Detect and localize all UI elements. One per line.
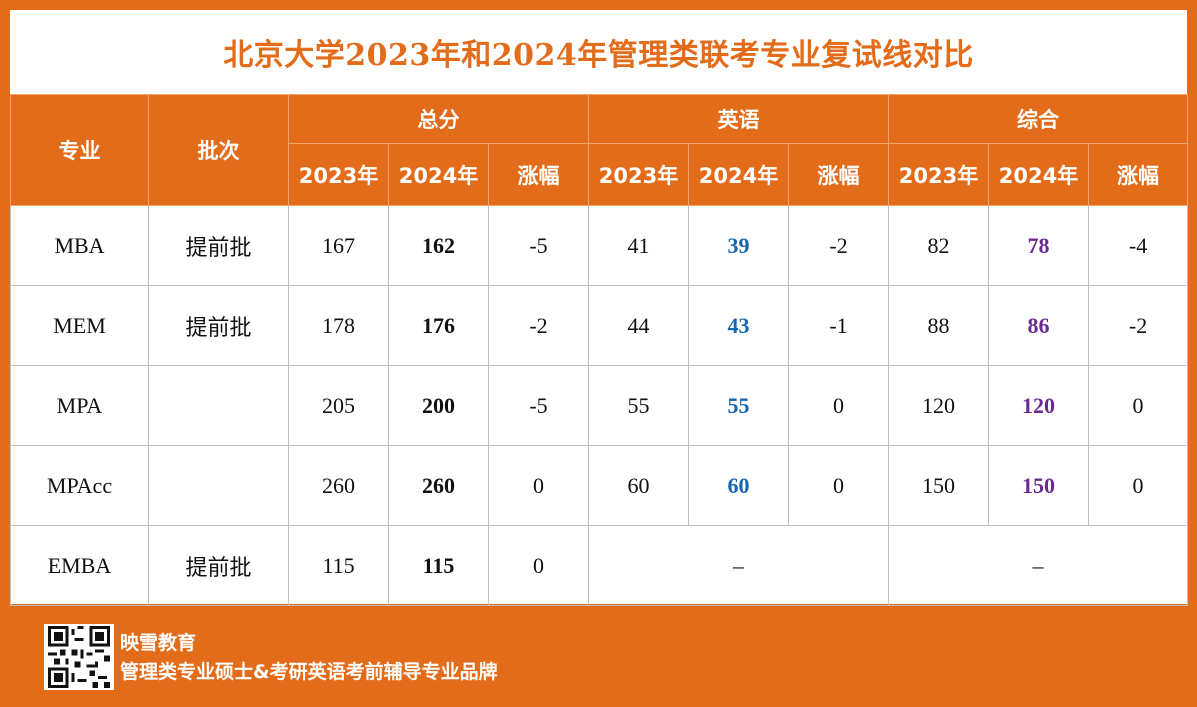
- cell-batch: [148, 365, 289, 446]
- cell-comprehensive-2024: 86: [988, 285, 1090, 366]
- header-comprehensive-change: 涨幅: [1088, 143, 1189, 206]
- cell-total-2024: 176: [388, 285, 489, 366]
- header-comprehensive-2023: 2023年: [888, 143, 990, 206]
- cell-total-2023: 205: [288, 365, 389, 446]
- page-title: 北京大学2023年和2024年管理类联考专业复试线对比: [223, 38, 974, 73]
- cell-english-2023: 55: [588, 365, 690, 446]
- cell-total-2023: 178: [288, 285, 389, 366]
- cell-comprehensive-2024: 120: [988, 365, 1090, 446]
- header-total-2024: 2024年: [388, 143, 489, 206]
- cell-comprehensive-change: 0: [1088, 365, 1189, 446]
- brand-slogan: 管理类专业硕士&考研英语考前辅导专业品牌: [120, 661, 498, 683]
- cell-total-change: 0: [487, 445, 590, 526]
- cell-comprehensive-change: 0: [1088, 445, 1189, 526]
- cell-total-2023: 260: [288, 445, 389, 526]
- cell-english-2024: 43: [688, 285, 790, 366]
- cell-english-2024: 39: [688, 205, 790, 286]
- cell-batch: 提前批: [148, 205, 289, 286]
- cell-english-change: -2: [788, 205, 890, 286]
- table-row: EMBA 提前批 115 115 0 – –: [10, 525, 1189, 606]
- header-comprehensive-2024: 2024年: [988, 143, 1090, 206]
- cell-comprehensive-2024: 78: [988, 205, 1090, 286]
- cell-english-2023: 41: [588, 205, 690, 286]
- cell-major: EMBA: [10, 525, 149, 606]
- header-total-2023: 2023年: [288, 143, 389, 206]
- cell-english-change: 0: [788, 445, 890, 526]
- header-total-change: 涨幅: [487, 143, 590, 206]
- score-table: 专业 批次 总分 英语 综合 2023年 2024年 涨幅 2023年 2024…: [10, 94, 1189, 606]
- header-english-2024: 2024年: [688, 143, 790, 206]
- cell-total-2024: 200: [388, 365, 489, 446]
- cell-total-change: -5: [487, 365, 590, 446]
- cell-total-2023: 115: [288, 525, 389, 606]
- table-row: MEM 提前批 178 176 -2 44 43 -1 88 86 -2: [10, 285, 1189, 366]
- table-row: MPA 205 200 -5 55 55 0 120 120 0: [10, 365, 1189, 446]
- cell-major: MEM: [10, 285, 149, 366]
- header-english-2023: 2023年: [588, 143, 690, 206]
- cell-comprehensive-change: -4: [1088, 205, 1189, 286]
- brand-name: 映雪教育: [120, 632, 197, 654]
- header-english-change: 涨幅: [788, 143, 890, 206]
- cell-total-2023: 167: [288, 205, 389, 286]
- cell-total-2024: 162: [388, 205, 489, 286]
- cell-major: MPAcc: [10, 445, 149, 526]
- cell-batch: 提前批: [148, 285, 289, 366]
- header-comprehensive: 综合: [888, 94, 1189, 144]
- header-major: 专业: [10, 94, 149, 206]
- cell-english-2023: 60: [588, 445, 690, 526]
- cell-comprehensive-2023: 82: [888, 205, 990, 286]
- qr-code-icon: [44, 624, 114, 690]
- cell-english-change: -1: [788, 285, 890, 366]
- cell-english-change: 0: [788, 365, 890, 446]
- cell-comprehensive-2023: 88: [888, 285, 990, 366]
- cell-comprehensive-2023: 150: [888, 445, 990, 526]
- cell-total-change: 0: [487, 525, 590, 606]
- score-table-card: 北京大学2023年和2024年管理类联考专业复试线对比 专业 批次 总分 英语 …: [10, 10, 1189, 606]
- cell-batch: [148, 445, 289, 526]
- header-total: 总分: [287, 94, 590, 144]
- cell-english-2024: 55: [688, 365, 790, 446]
- cell-comprehensive-2023: 120: [888, 365, 990, 446]
- cell-english-2023: 44: [588, 285, 690, 366]
- cell-english-dash: –: [588, 525, 890, 606]
- cell-total-2024: 260: [388, 445, 489, 526]
- cell-total-change: -2: [487, 285, 590, 366]
- cell-comprehensive-dash: –: [888, 525, 1189, 606]
- cell-english-2024: 60: [688, 445, 790, 526]
- cell-total-2024: 115: [388, 525, 489, 606]
- cell-major: MPA: [10, 365, 149, 446]
- cell-batch: 提前批: [148, 525, 289, 606]
- footer: 映雪教育 管理类专业硕士&考研英语考前辅导专业品牌: [0, 604, 1197, 707]
- cell-major: MBA: [10, 205, 149, 286]
- table-row: MBA 提前批 167 162 -5 41 39 -2 82 78 -4: [10, 205, 1189, 286]
- header-english: 英语: [588, 94, 890, 144]
- table-row: MPAcc 260 260 0 60 60 0 150 150 0: [10, 445, 1189, 526]
- cell-total-change: -5: [487, 205, 590, 286]
- cell-comprehensive-2024: 150: [988, 445, 1090, 526]
- cell-comprehensive-change: -2: [1088, 285, 1189, 366]
- header-batch: 批次: [148, 94, 289, 206]
